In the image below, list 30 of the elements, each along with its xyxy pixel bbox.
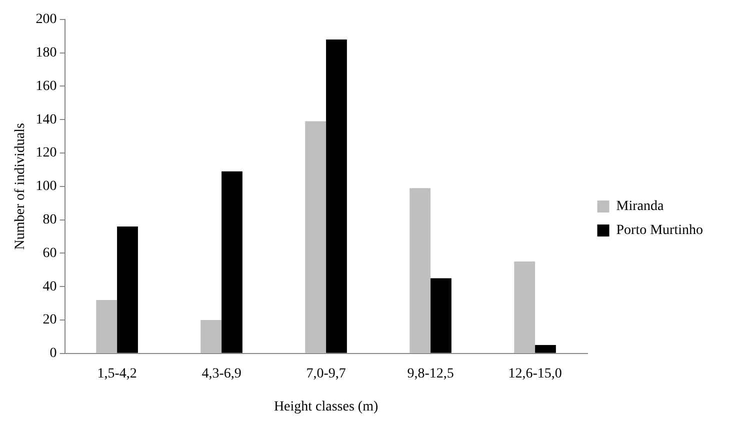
bar: [430, 278, 452, 353]
y-tick-label: 60: [42, 246, 57, 261]
y-axis-title: Number of individuals: [13, 123, 28, 250]
y-tick-label: 20: [42, 312, 57, 328]
bar: [514, 262, 536, 353]
y-tick-label: 160: [36, 78, 57, 94]
bar: [222, 171, 242, 353]
bar: [410, 188, 431, 353]
y-tick-label: 80: [42, 212, 57, 228]
y-tick-label: 120: [36, 146, 57, 161]
legend-label: Miranda: [616, 199, 664, 214]
legend-label: Porto Murtinho: [616, 223, 704, 238]
x-tick-label: 9,8-12,5: [407, 366, 454, 382]
y-tick-label: 140: [36, 112, 57, 128]
bar: [96, 300, 118, 353]
bar: [117, 226, 138, 353]
x-tick-label: 7,0-9,7: [306, 366, 346, 382]
bar: [200, 320, 222, 353]
bar: [305, 121, 326, 353]
y-tick-label: 180: [36, 45, 57, 60]
x-tick-label: 4,3-6,9: [202, 366, 242, 382]
y-tick-label: 40: [42, 279, 57, 294]
x-tick-label: 12,6-15,0: [508, 366, 562, 382]
bar: [535, 345, 556, 353]
bar: [326, 39, 347, 353]
x-tick-label: 1,5-4,2: [97, 366, 137, 382]
y-tick-label: 0: [50, 346, 57, 362]
y-tick-label: 100: [36, 179, 57, 194]
x-axis-title: Height classes (m): [274, 399, 378, 414]
y-tick-label: 200: [36, 12, 57, 28]
